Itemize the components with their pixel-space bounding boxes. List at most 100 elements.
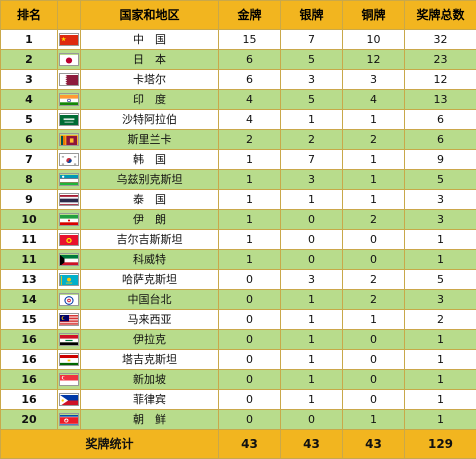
country-cell: 印 度	[81, 90, 219, 110]
gold-cell: 2	[219, 130, 281, 150]
total-cell: 2	[405, 310, 476, 330]
iraq-flag-icon	[59, 333, 79, 346]
flag-cell	[58, 30, 81, 50]
country-cell: 泰 国	[81, 190, 219, 210]
flag-cell	[58, 110, 81, 130]
total-cell: 1	[405, 410, 476, 430]
silver-cell: 3	[281, 70, 343, 90]
gold-cell: 0	[219, 290, 281, 310]
kyrgyzstan-flag-icon	[59, 233, 79, 246]
thailand-flag-icon	[59, 193, 79, 206]
flag-cell	[58, 70, 81, 90]
china-flag-icon	[59, 33, 79, 46]
flag-cell	[58, 310, 81, 330]
country-cell: 哈萨克斯坦	[81, 270, 219, 290]
bronze-cell: 2	[343, 210, 405, 230]
header-country: 国家和地区	[81, 1, 219, 30]
silver-cell: 3	[281, 170, 343, 190]
silver-cell: 1	[281, 350, 343, 370]
rank-cell: 14	[1, 290, 58, 310]
gold-cell: 0	[219, 390, 281, 410]
kuwait-flag-icon	[59, 253, 79, 266]
silver-cell: 1	[281, 330, 343, 350]
gold-cell: 4	[219, 110, 281, 130]
gold-cell: 6	[219, 50, 281, 70]
gold-cell: 0	[219, 370, 281, 390]
qatar-flag-icon	[59, 73, 79, 86]
rank-cell: 3	[1, 70, 58, 90]
bronze-cell: 1	[343, 310, 405, 330]
country-cell: 马来西亚	[81, 310, 219, 330]
bronze-cell: 12	[343, 50, 405, 70]
country-cell: 日 本	[81, 50, 219, 70]
bronze-cell: 0	[343, 370, 405, 390]
flag-cell	[58, 330, 81, 350]
total-cell: 1	[405, 370, 476, 390]
country-cell: 菲律宾	[81, 390, 219, 410]
total-cell: 1	[405, 390, 476, 410]
silver-cell: 7	[281, 30, 343, 50]
flag-cell	[58, 50, 81, 70]
country-cell: 科威特	[81, 250, 219, 270]
gold-cell: 1	[219, 190, 281, 210]
flag-cell	[58, 370, 81, 390]
total-cell: 6	[405, 130, 476, 150]
bronze-cell: 2	[343, 270, 405, 290]
gold-cell: 1	[219, 210, 281, 230]
total-cell: 9	[405, 150, 476, 170]
flag-cell	[58, 250, 81, 270]
flag-cell	[58, 230, 81, 250]
flag-cell	[58, 170, 81, 190]
silver-cell: 5	[281, 50, 343, 70]
country-cell: 塔吉克斯坦	[81, 350, 219, 370]
total-cell: 1	[405, 330, 476, 350]
gold-cell: 4	[219, 90, 281, 110]
rank-cell: 4	[1, 90, 58, 110]
gold-cell: 6	[219, 70, 281, 90]
total-cell: 1	[405, 230, 476, 250]
silver-cell: 2	[281, 130, 343, 150]
silver-cell: 1	[281, 370, 343, 390]
kazakhstan-flag-icon	[59, 273, 79, 286]
japan-flag-icon	[59, 53, 79, 66]
bronze-cell: 2	[343, 130, 405, 150]
rank-cell: 20	[1, 410, 58, 430]
rank-cell: 15	[1, 310, 58, 330]
footer-gold: 43	[219, 430, 281, 459]
rank-cell: 1	[1, 30, 58, 50]
rank-cell: 16	[1, 330, 58, 350]
silver-cell: 5	[281, 90, 343, 110]
total-cell: 1	[405, 350, 476, 370]
gold-cell: 1	[219, 230, 281, 250]
rank-cell: 11	[1, 230, 58, 250]
country-cell: 中 国	[81, 30, 219, 50]
bronze-cell: 0	[343, 250, 405, 270]
saudi-arabia-flag-icon	[59, 113, 79, 126]
total-cell: 1	[405, 250, 476, 270]
silver-cell: 1	[281, 190, 343, 210]
philippines-flag-icon	[59, 393, 79, 406]
total-cell: 3	[405, 190, 476, 210]
country-cell: 卡塔尔	[81, 70, 219, 90]
total-cell: 3	[405, 210, 476, 230]
gold-cell: 1	[219, 250, 281, 270]
gold-cell: 0	[219, 330, 281, 350]
north-korea-flag-icon	[59, 413, 79, 426]
bronze-cell: 1	[343, 110, 405, 130]
silver-cell: 1	[281, 110, 343, 130]
tajikistan-flag-icon	[59, 353, 79, 366]
silver-cell: 0	[281, 210, 343, 230]
